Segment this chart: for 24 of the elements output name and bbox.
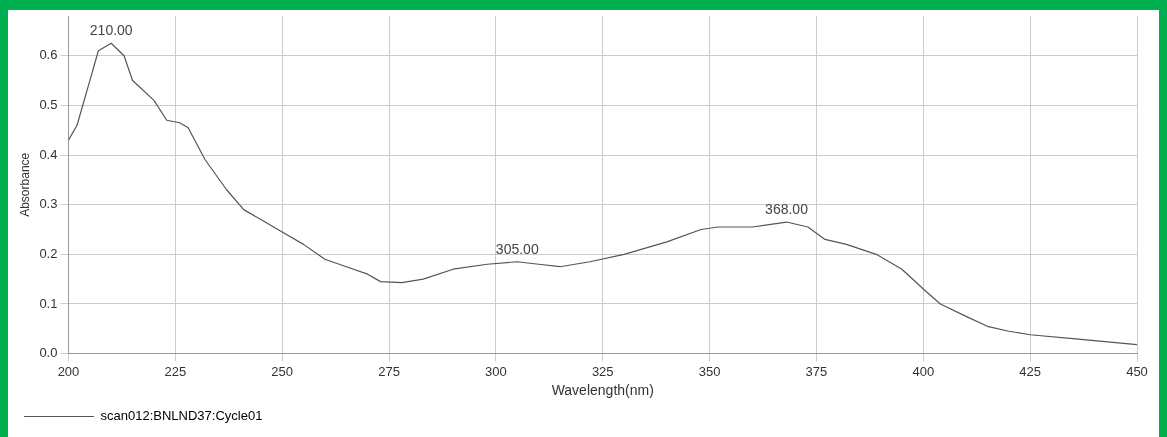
y-tick-label: 0.6	[39, 47, 58, 63]
x-tick-label: 350	[698, 363, 721, 379]
y-tick-label: 0.4	[39, 146, 58, 162]
y-axis-title: Absorbance	[17, 152, 32, 217]
y-tick-label: 0.3	[39, 196, 58, 212]
x-tick-label: 375	[805, 363, 828, 379]
text: scan012:BNLND37:Cycle01	[100, 408, 263, 424]
y-tick-label: 0.1	[39, 295, 58, 311]
annotation: 210.00	[89, 22, 133, 39]
x-tick-label: 225	[164, 363, 187, 379]
x-tick-label: 250	[271, 363, 294, 379]
x-tick-label: 200	[57, 363, 80, 379]
y-tick-label: 0.5	[39, 96, 58, 112]
x-axis-title: Wavelength(nm)	[551, 382, 654, 399]
x-tick-label: 300	[485, 363, 507, 379]
x-tick-label: 275	[378, 363, 400, 379]
x-tick-label: 325	[591, 363, 614, 379]
y-tick-label: 0.2	[39, 245, 58, 261]
annotation: 368.00	[765, 200, 809, 217]
y-tick-label: 0.0	[39, 345, 58, 361]
annotation: 305.00	[495, 240, 539, 257]
x-tick-label: 425	[1019, 363, 1041, 379]
x-tick-label: 450	[1126, 363, 1148, 379]
x-tick-label: 400	[912, 363, 935, 379]
